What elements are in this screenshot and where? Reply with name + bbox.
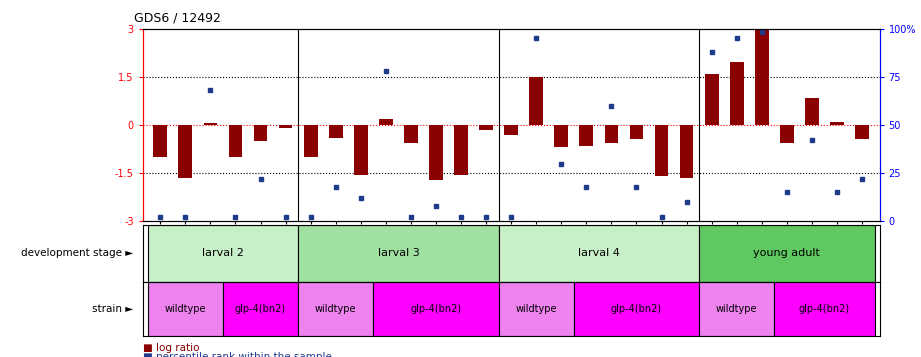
- Bar: [699, 282, 775, 336]
- Text: glp-4(bn2): glp-4(bn2): [611, 304, 662, 314]
- Bar: [304, 125, 318, 157]
- Bar: [498, 282, 574, 336]
- Bar: [630, 125, 644, 139]
- Bar: [705, 74, 718, 125]
- Bar: [680, 125, 694, 178]
- Bar: [204, 123, 217, 125]
- Bar: [379, 119, 392, 125]
- Bar: [498, 225, 699, 282]
- Bar: [505, 125, 518, 135]
- Bar: [298, 225, 498, 282]
- Bar: [298, 282, 373, 336]
- Bar: [253, 125, 267, 141]
- Text: development stage ►: development stage ►: [21, 248, 134, 258]
- Text: ■ log ratio: ■ log ratio: [143, 343, 199, 353]
- Bar: [604, 125, 618, 142]
- Bar: [147, 225, 298, 282]
- Bar: [329, 125, 343, 138]
- Bar: [279, 125, 293, 128]
- Bar: [699, 225, 875, 282]
- Text: young adult: young adult: [753, 248, 821, 258]
- Bar: [775, 282, 875, 336]
- Bar: [179, 125, 192, 178]
- Bar: [530, 77, 543, 125]
- Bar: [228, 125, 242, 157]
- Bar: [554, 125, 568, 147]
- Text: strain ►: strain ►: [92, 304, 134, 314]
- Bar: [805, 97, 819, 125]
- Bar: [655, 125, 669, 176]
- Text: wildtype: wildtype: [716, 304, 757, 314]
- Bar: [454, 125, 468, 175]
- Bar: [429, 125, 443, 180]
- Bar: [147, 282, 223, 336]
- Bar: [479, 125, 493, 130]
- Bar: [579, 125, 593, 146]
- Text: larval 2: larval 2: [202, 248, 244, 258]
- Bar: [574, 282, 699, 336]
- Bar: [404, 125, 418, 142]
- Text: glp-4(bn2): glp-4(bn2): [235, 304, 286, 314]
- Bar: [755, 30, 769, 125]
- Text: glp-4(bn2): glp-4(bn2): [411, 304, 461, 314]
- Text: wildtype: wildtype: [165, 304, 206, 314]
- Text: wildtype: wildtype: [315, 304, 356, 314]
- Bar: [154, 125, 168, 157]
- Bar: [830, 122, 844, 125]
- Bar: [855, 125, 869, 139]
- Bar: [780, 125, 794, 142]
- Text: ■ percentile rank within the sample: ■ percentile rank within the sample: [143, 352, 332, 357]
- Bar: [223, 282, 298, 336]
- Bar: [373, 282, 498, 336]
- Bar: [729, 62, 743, 125]
- Text: larval 4: larval 4: [578, 248, 620, 258]
- Text: larval 3: larval 3: [378, 248, 419, 258]
- Text: GDS6 / 12492: GDS6 / 12492: [134, 12, 220, 25]
- Text: glp-4(bn2): glp-4(bn2): [799, 304, 850, 314]
- Bar: [354, 125, 367, 175]
- Text: wildtype: wildtype: [516, 304, 557, 314]
